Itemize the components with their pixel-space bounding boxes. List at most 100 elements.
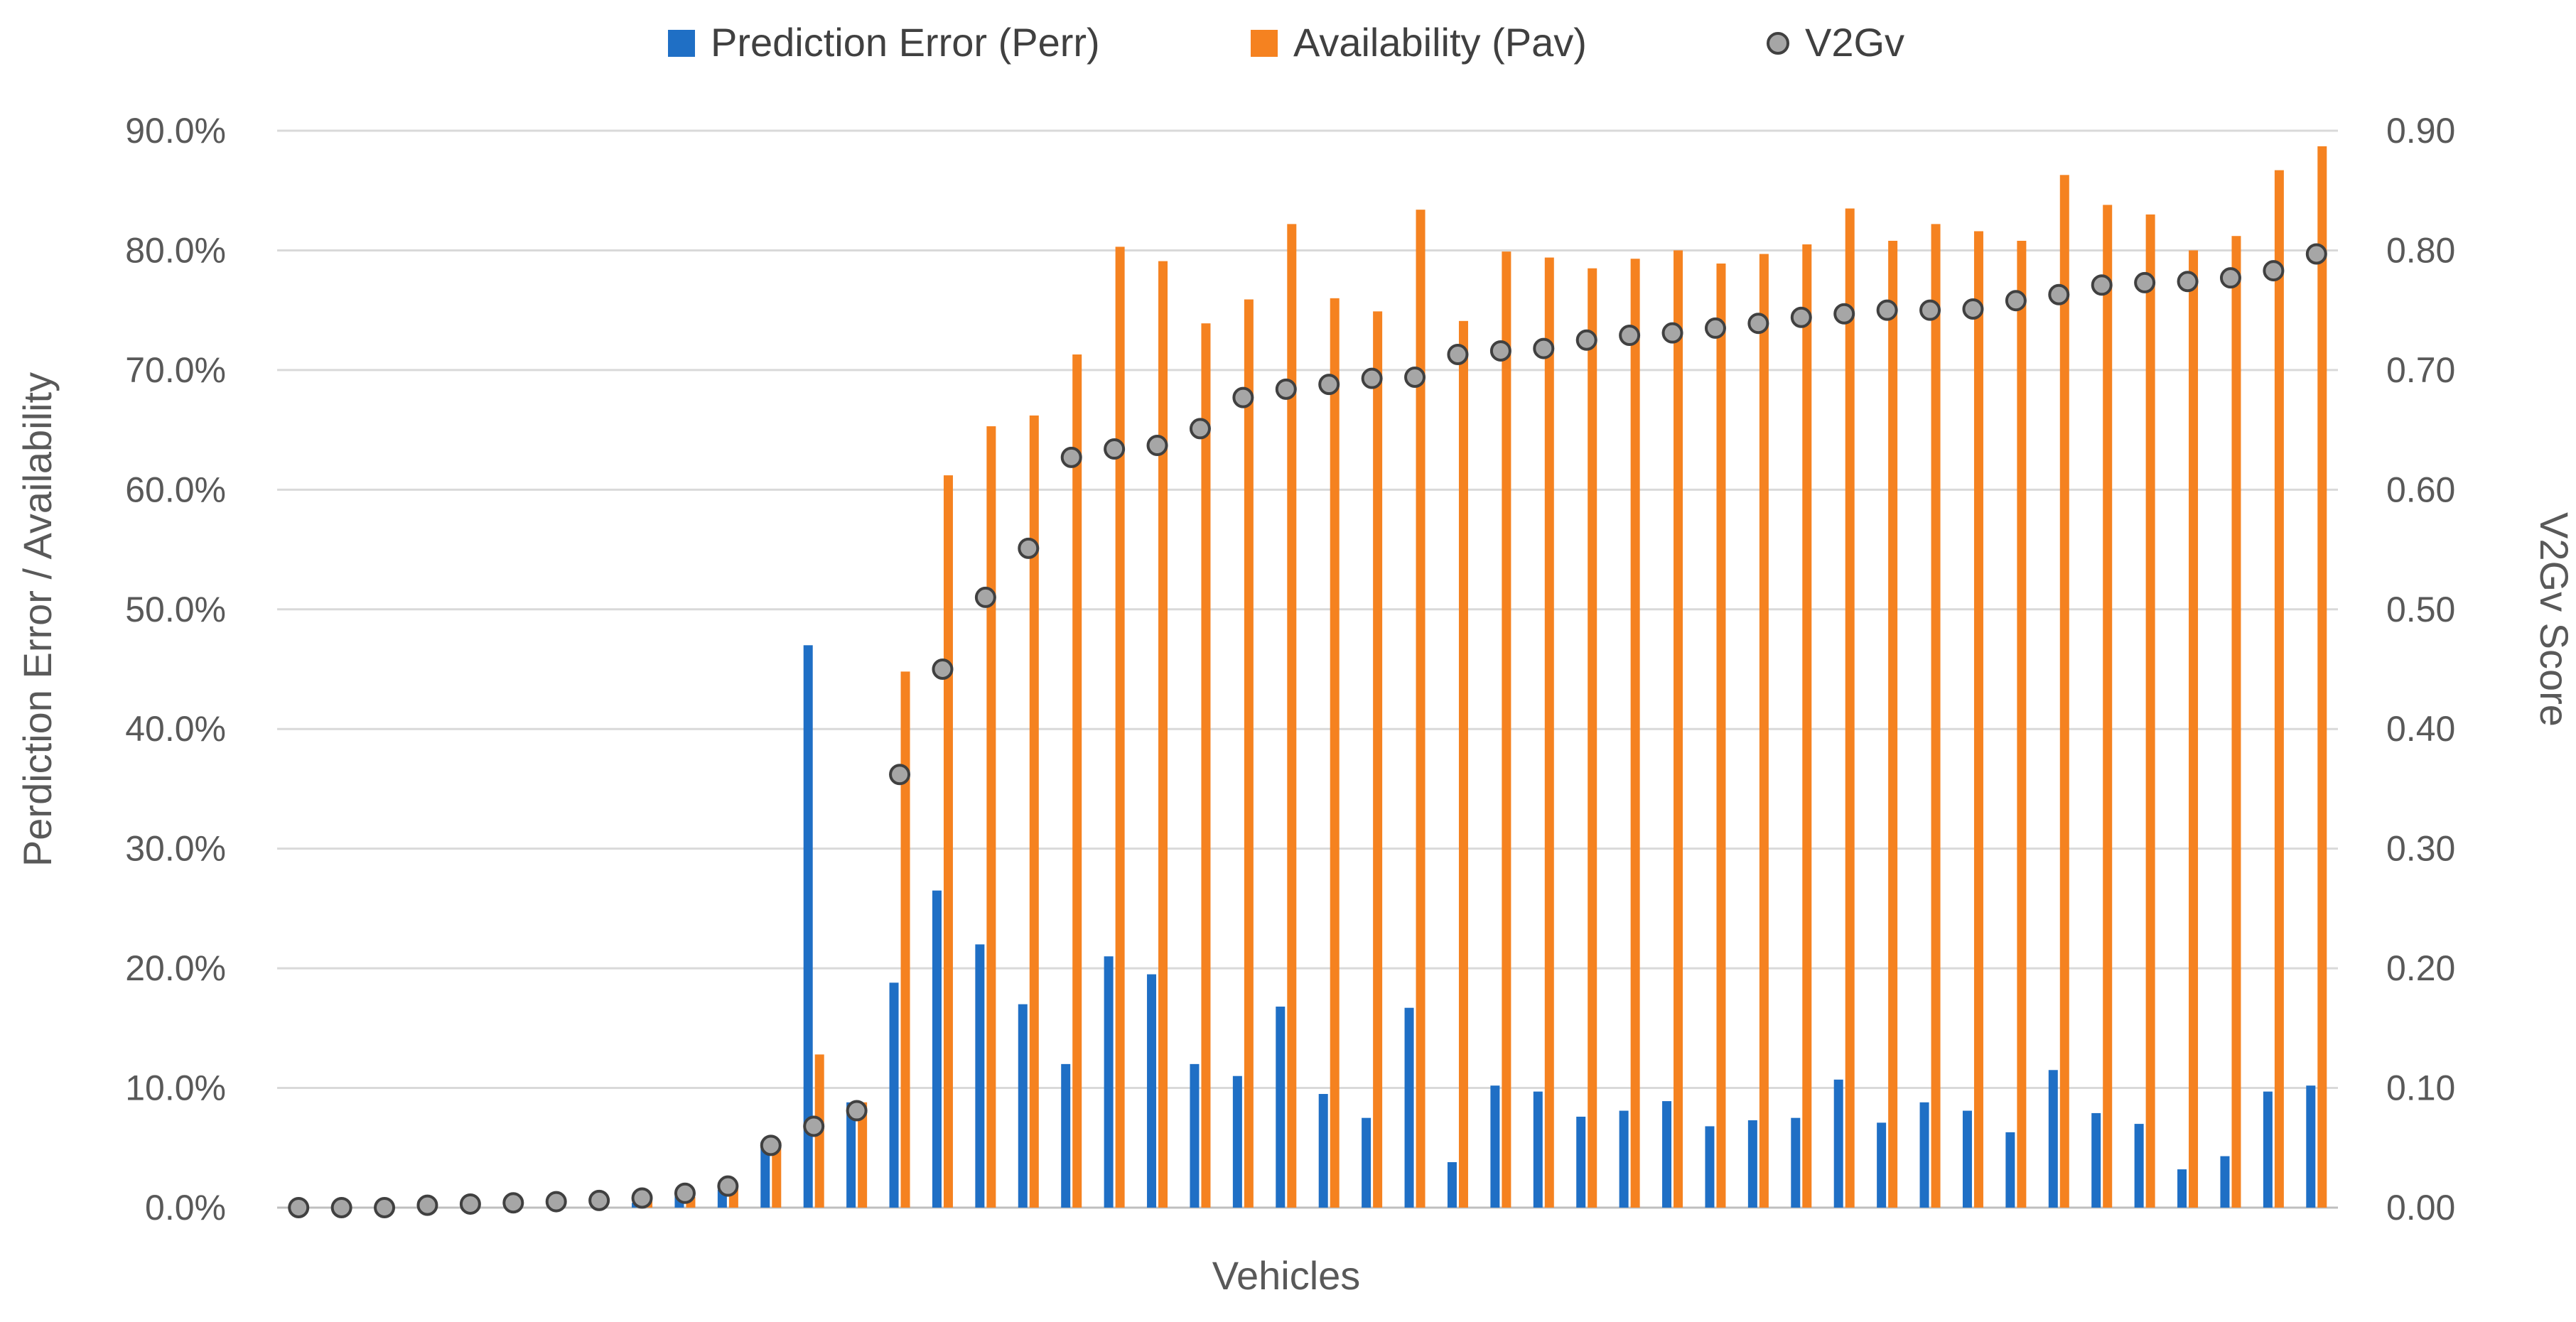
bar-pav: [1287, 224, 1297, 1208]
point-v2gv: [1833, 303, 1855, 325]
point-v2gv: [1104, 438, 1126, 460]
bar-perr: [1018, 1004, 1028, 1208]
bar-perr: [1705, 1126, 1715, 1208]
point-v2gv: [416, 1194, 438, 1216]
point-v2gv: [1361, 367, 1383, 389]
point-v2gv: [374, 1197, 396, 1218]
bar-perr: [889, 982, 899, 1208]
point-v2gv: [2005, 290, 2027, 312]
point-v2gv: [2219, 267, 2241, 289]
legend-item-v2gv: V2Gv: [1767, 20, 1904, 65]
bar-perr: [2220, 1156, 2230, 1208]
right-axis-ticks: 0.00 0.10 0.20 0.30 0.40 0.50 0.60 0.70 0.80 0.90: [2386, 111, 2455, 1228]
bar-pav: [1115, 246, 1125, 1208]
bar-perr: [1447, 1161, 1457, 1208]
legend: Prediction Error (Perr) Availability (Pa…: [668, 20, 1904, 65]
point-v2gv: [889, 764, 911, 786]
right-tick-label: 0.40: [2386, 709, 2455, 749]
bar-perr: [1490, 1085, 1500, 1208]
x-axis-title: Vehicles: [1212, 1253, 1361, 1298]
bar-pav: [900, 671, 910, 1208]
point-v2gv: [803, 1115, 825, 1137]
bar-perr: [846, 1102, 856, 1208]
point-v2gv: [1661, 322, 1683, 344]
point-v2gv: [1704, 317, 1726, 339]
legend-marker-v2gv: [1767, 32, 1789, 55]
right-tick-label: 0.10: [2386, 1068, 2455, 1108]
bar-pav: [858, 1102, 868, 1208]
legend-swatch-pav: [1251, 30, 1278, 57]
point-v2gv: [1876, 299, 1898, 321]
bar-perr: [1147, 974, 1157, 1208]
bar-perr: [760, 1142, 770, 1208]
point-v2gv: [631, 1187, 653, 1209]
left-axis-ticks: 0.0% 10.0% 20.0% 30.0% 40.0% 50.0% 60.0% 70.0% 8…: [125, 111, 226, 1228]
legend-label-v2gv: V2Gv: [1805, 20, 1904, 65]
left-tick-label: 80.0%: [125, 230, 226, 270]
bar-pav: [943, 475, 953, 1208]
right-tick-label: 0.50: [2386, 590, 2455, 629]
right-tick-label: 0.30: [2386, 829, 2455, 869]
bar-perr: [1833, 1079, 1843, 1208]
bar-pav: [772, 1142, 782, 1208]
bar-pav: [2317, 146, 2327, 1208]
bar-pav: [1502, 251, 1511, 1208]
bar-pav: [1158, 261, 1168, 1208]
bar-perr: [1662, 1101, 1672, 1208]
right-axis-title: V2Gv Score: [2532, 512, 2576, 727]
bar-perr: [1791, 1117, 1801, 1208]
point-v2gv: [674, 1182, 696, 1204]
left-tick-label: 70.0%: [125, 350, 226, 390]
bar-pav: [1973, 231, 1983, 1208]
legend-label-pav: Availability (Pav): [1293, 20, 1587, 65]
bar-perr: [1276, 1007, 1286, 1208]
bar-pav: [1759, 254, 1769, 1208]
bar-perr: [2306, 1085, 2316, 1208]
bar-perr: [1104, 956, 1114, 1208]
bar-perr: [1362, 1117, 1371, 1208]
bar-perr: [975, 944, 985, 1208]
right-tick-label: 0.20: [2386, 948, 2455, 988]
point-v2gv: [1489, 340, 1511, 362]
bar-pav: [1588, 268, 1597, 1208]
point-v2gv: [1619, 325, 1641, 347]
bar-pav: [2189, 250, 2199, 1208]
bar-pav: [986, 426, 996, 1208]
left-tick-label: 60.0%: [125, 470, 226, 509]
gridlines: [277, 129, 2338, 1209]
bar-perr: [2091, 1112, 2101, 1208]
point-v2gv: [2177, 271, 2199, 293]
bar-perr: [932, 890, 942, 1208]
point-v2gv: [2305, 243, 2327, 265]
point-v2gv: [1575, 329, 1597, 351]
bar-pav: [2145, 214, 2155, 1208]
point-v2gv: [1533, 337, 1555, 359]
point-v2gv: [288, 1197, 310, 1218]
right-tick-label: 0.80: [2386, 230, 2455, 270]
point-v2gv: [717, 1175, 739, 1197]
right-tick-label: 0.70: [2386, 350, 2455, 390]
left-axis-title: Perdiction Error / Availability: [15, 372, 60, 867]
right-tick-label: 0.00: [2386, 1188, 2455, 1228]
bar-perr: [1747, 1120, 1757, 1208]
bar-pav: [2059, 175, 2069, 1208]
left-tick-label: 90.0%: [125, 111, 226, 151]
bar-perr: [1576, 1116, 1586, 1208]
bar-pav: [1373, 311, 1383, 1208]
point-v2gv: [459, 1193, 481, 1215]
point-v2gv: [846, 1100, 868, 1122]
left-tick-label: 20.0%: [125, 948, 226, 988]
bar-perr: [2263, 1091, 2273, 1208]
bar-pav: [1674, 250, 1683, 1208]
point-v2gv: [1018, 537, 1040, 559]
left-tick-label: 50.0%: [125, 590, 226, 629]
point-v2gv: [1447, 343, 1469, 365]
bar-perr: [1318, 1093, 1328, 1208]
bar-perr: [1404, 1007, 1414, 1208]
bar-pav: [1888, 240, 1898, 1208]
bar-pav: [1931, 224, 1941, 1208]
right-tick-label: 0.90: [2386, 111, 2455, 151]
bar-pav: [1201, 323, 1211, 1208]
bar-perr: [2177, 1169, 2187, 1208]
legend-label-perr: Prediction Error (Perr): [711, 20, 1100, 65]
